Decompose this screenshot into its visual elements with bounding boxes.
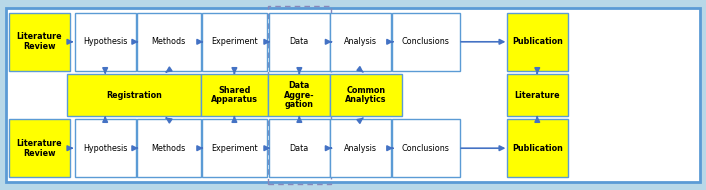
Text: Publication: Publication [512,144,563,153]
FancyBboxPatch shape [67,74,201,116]
FancyBboxPatch shape [137,13,201,71]
Text: Registration: Registration [106,90,162,100]
Text: Methods: Methods [152,37,186,46]
FancyBboxPatch shape [268,74,330,116]
Text: Conclusions: Conclusions [402,37,450,46]
Text: Literature
Review: Literature Review [17,32,62,51]
FancyBboxPatch shape [201,74,268,116]
FancyBboxPatch shape [9,119,70,177]
FancyBboxPatch shape [137,119,201,177]
FancyBboxPatch shape [392,119,460,177]
FancyBboxPatch shape [269,119,330,177]
FancyBboxPatch shape [330,74,402,116]
Text: Data: Data [289,144,309,153]
Text: Literature
Review: Literature Review [17,139,62,158]
FancyBboxPatch shape [392,13,460,71]
FancyBboxPatch shape [507,13,568,71]
Text: Experiment: Experiment [211,37,258,46]
Text: Hypothesis: Hypothesis [83,37,127,46]
Text: Analysis: Analysis [345,37,377,46]
FancyBboxPatch shape [75,13,136,71]
FancyBboxPatch shape [202,13,267,71]
FancyBboxPatch shape [75,119,136,177]
FancyBboxPatch shape [507,119,568,177]
Text: Analysis: Analysis [345,144,377,153]
FancyBboxPatch shape [330,119,391,177]
Text: Shared
Apparatus: Shared Apparatus [211,86,258,104]
Text: Literature: Literature [515,90,560,100]
Text: Conclusions: Conclusions [402,144,450,153]
Text: Data
Aggre-
gation: Data Aggre- gation [284,81,314,109]
FancyBboxPatch shape [9,13,70,71]
FancyBboxPatch shape [6,8,700,182]
FancyBboxPatch shape [202,119,267,177]
FancyBboxPatch shape [330,13,391,71]
Text: Data: Data [289,37,309,46]
FancyBboxPatch shape [269,13,330,71]
Text: Common
Analytics: Common Analytics [345,86,386,104]
FancyBboxPatch shape [507,74,568,116]
Text: Hypothesis: Hypothesis [83,144,127,153]
Text: Publication: Publication [512,37,563,46]
Text: Experiment: Experiment [211,144,258,153]
Text: Methods: Methods [152,144,186,153]
